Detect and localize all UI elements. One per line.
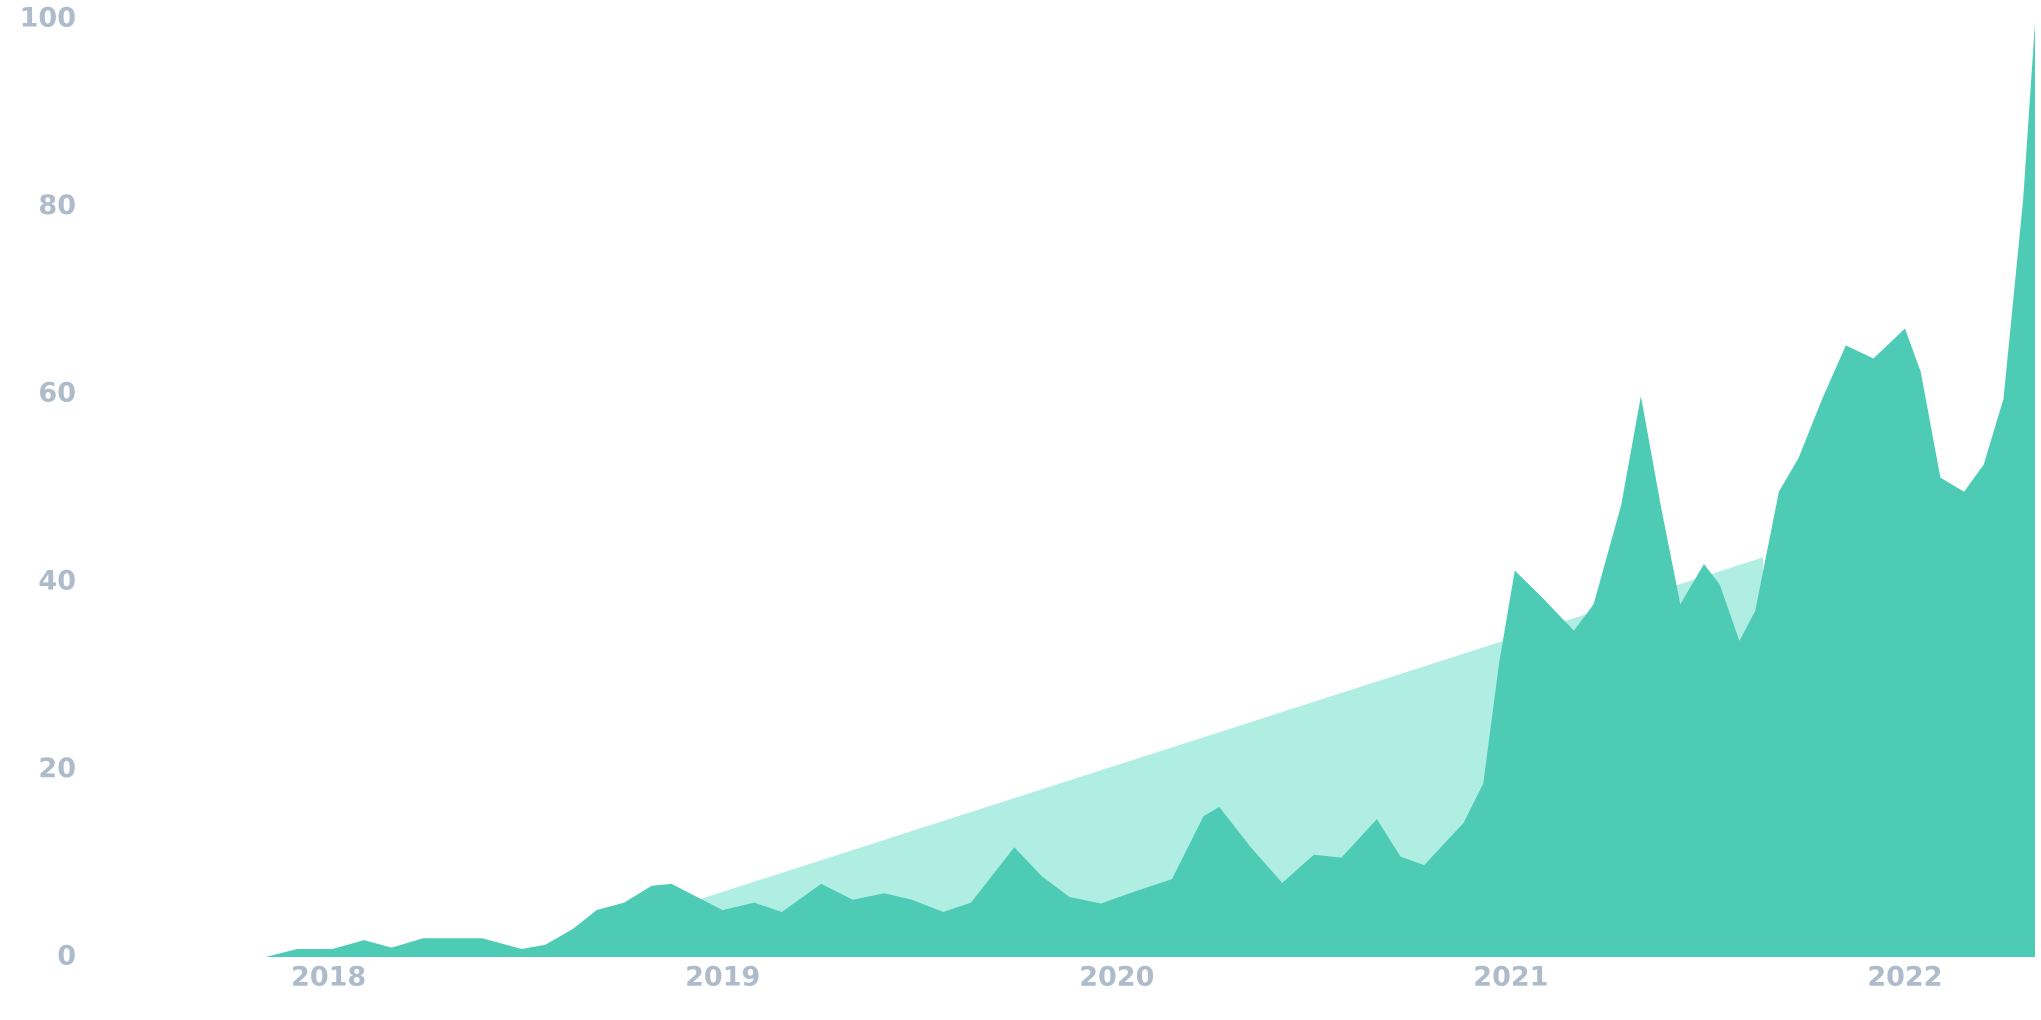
y-tick-label: 80: [38, 190, 76, 221]
area: [104, 22, 2035, 957]
x-tick-label: 2018: [291, 962, 366, 993]
y-tick-label: 20: [38, 753, 76, 784]
x-tick-label: 2019: [685, 962, 760, 993]
y-tick-label: 40: [38, 565, 76, 596]
x-tick-label: 2021: [1473, 962, 1548, 993]
x-tick-label: 2020: [1079, 962, 1154, 993]
y-tick-label: 0: [57, 941, 76, 972]
x-tick-label: 2022: [1867, 962, 1942, 993]
y-tick-label: 100: [20, 3, 76, 34]
y-tick-label: 60: [38, 378, 76, 409]
